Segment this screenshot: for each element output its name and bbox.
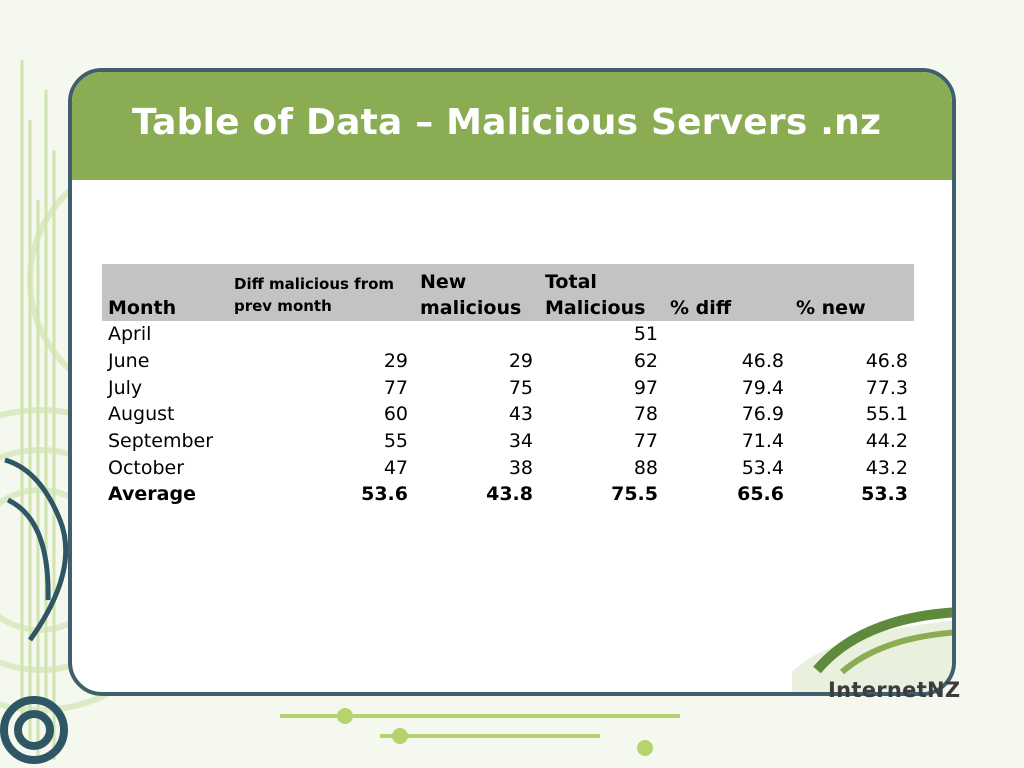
table-row: June 29 29 62 46.8 46.8 (102, 348, 914, 375)
cell-month: June (108, 350, 150, 373)
cell-diff: 53.6 (361, 483, 408, 506)
cell-diff: 60 (383, 403, 408, 426)
title-bar: Table of Data – Malicious Servers .nz (72, 72, 952, 180)
cell-pct-diff: 53.4 (741, 456, 784, 479)
cell-new: 43 (508, 403, 533, 426)
cell-new: 29 (508, 350, 533, 373)
cell-total: 51 (633, 323, 658, 346)
cell-month: Average (108, 483, 196, 506)
cell-month: October (108, 456, 185, 479)
cell-pct-new: 77.3 (865, 376, 908, 399)
header-month: Month (108, 297, 177, 319)
cell-pct-diff: 76.9 (741, 403, 784, 426)
cell-pct-new: 43.2 (865, 456, 908, 479)
cell-new: 38 (508, 456, 533, 479)
cell-pct-diff: 46.8 (741, 350, 784, 373)
table-row: August 60 43 78 76.9 55.1 (102, 401, 914, 428)
slide-frame: Table of Data – Malicious Servers .nz (68, 68, 956, 696)
cell-total: 62 (633, 350, 658, 373)
cell-pct-diff: 79.4 (741, 376, 784, 399)
cell-month: August (108, 403, 175, 426)
cell-pct-diff: 65.6 (737, 483, 784, 506)
header-row: Month Diff malicious from prev month New… (102, 264, 914, 321)
cell-pct-new: 55.1 (865, 403, 908, 426)
table-row: October 47 38 88 53.4 43.2 (102, 454, 914, 481)
data-table: Month Diff malicious from prev month New… (102, 264, 914, 508)
header-total: Total Malicious (545, 271, 646, 319)
cell-diff: 55 (383, 430, 408, 453)
cell-month: July (108, 376, 143, 399)
cell-total: 75.5 (611, 483, 658, 506)
cell-pct-new: 46.8 (865, 350, 908, 373)
cell-total: 88 (633, 456, 658, 479)
header-new: New malicious (420, 271, 522, 319)
cell-diff: 29 (383, 350, 408, 373)
cell-pct-diff: 71.4 (741, 430, 784, 453)
internetnz-logo: InternetNZ (828, 678, 961, 702)
cell-total: 97 (633, 376, 658, 399)
table-row: July 77 75 97 79.4 77.3 (102, 374, 914, 401)
cell-pct-new: 44.2 (865, 430, 908, 453)
slide-title: Table of Data – Malicious Servers .nz (132, 102, 882, 143)
cell-total: 78 (633, 403, 658, 426)
cell-diff: 47 (383, 456, 408, 479)
cell-diff (228, 321, 414, 348)
cell-new: 75 (508, 376, 533, 399)
logo-swoop-graphic (792, 607, 952, 692)
average-row: Average 53.6 43.8 75.5 65.6 53.3 (102, 481, 914, 508)
header-pct-new: % new (796, 297, 866, 319)
cell-new: 43.8 (486, 483, 533, 506)
cell-diff: 77 (383, 376, 408, 399)
cell-total: 77 (633, 430, 658, 453)
header-pct-diff: % diff (670, 297, 732, 319)
cell-month: September (108, 430, 214, 453)
cell-pct-new: 53.3 (861, 483, 908, 506)
table-row: September 55 34 77 71.4 44.2 (102, 428, 914, 455)
cell-pct-diff (664, 321, 790, 348)
cell-month: April (108, 323, 152, 346)
cell-new (414, 321, 539, 348)
table-row: April 51 (102, 321, 914, 348)
cell-pct-new (790, 321, 914, 348)
cell-new: 34 (508, 430, 533, 453)
header-diff: Diff malicious from prev month (234, 275, 395, 315)
